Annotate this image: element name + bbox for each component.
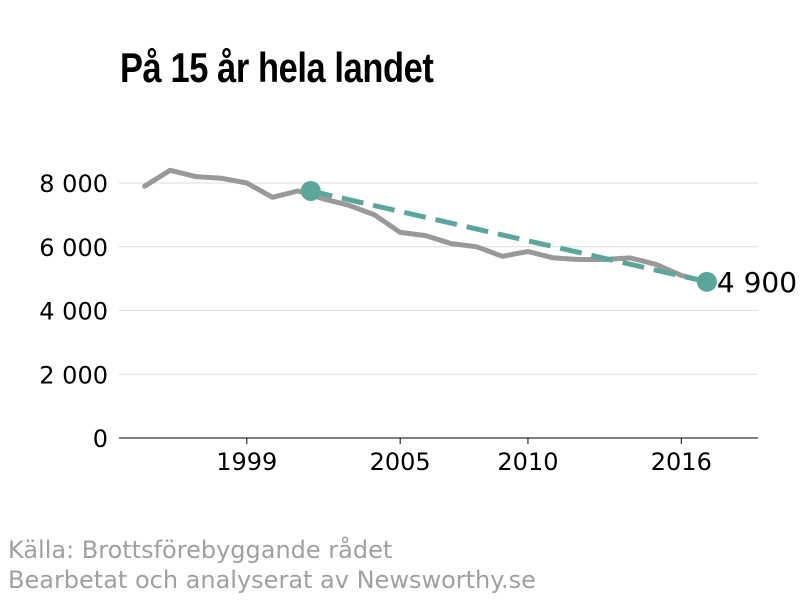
x-tick-label: 1999 (216, 448, 277, 476)
trend-start-point (300, 180, 321, 201)
x-tick-label: 2016 (651, 448, 712, 476)
trend-line (310, 188, 708, 285)
y-tick-label: 6 000 (39, 234, 108, 262)
source-text: Källa: Brottsförebyggande rådet (8, 536, 393, 564)
y-tick-label: 0 (93, 425, 108, 453)
grid-lines (119, 182, 758, 375)
x-tick-label: 2005 (370, 448, 431, 476)
trend-end-point (696, 271, 717, 292)
y-tick-label: 8 000 (39, 170, 108, 198)
end-value-label: 4 900 (717, 266, 797, 299)
y-axis-tick-labels: 0 2 000 4 000 6 000 8 000 (39, 170, 108, 453)
x-axis-tick-labels: 1999 2005 2010 2016 (216, 438, 712, 476)
chart-marks: 4 900 (142, 167, 797, 299)
chart-title: På 15 år hela landet (120, 44, 434, 91)
credit-text: Bearbetat och analyserat av Newsworthy.s… (8, 566, 536, 594)
y-tick-label: 2 000 (39, 361, 108, 389)
series-line (142, 167, 710, 285)
y-tick-label: 4 000 (39, 298, 108, 326)
x-tick-label: 2010 (497, 448, 558, 476)
